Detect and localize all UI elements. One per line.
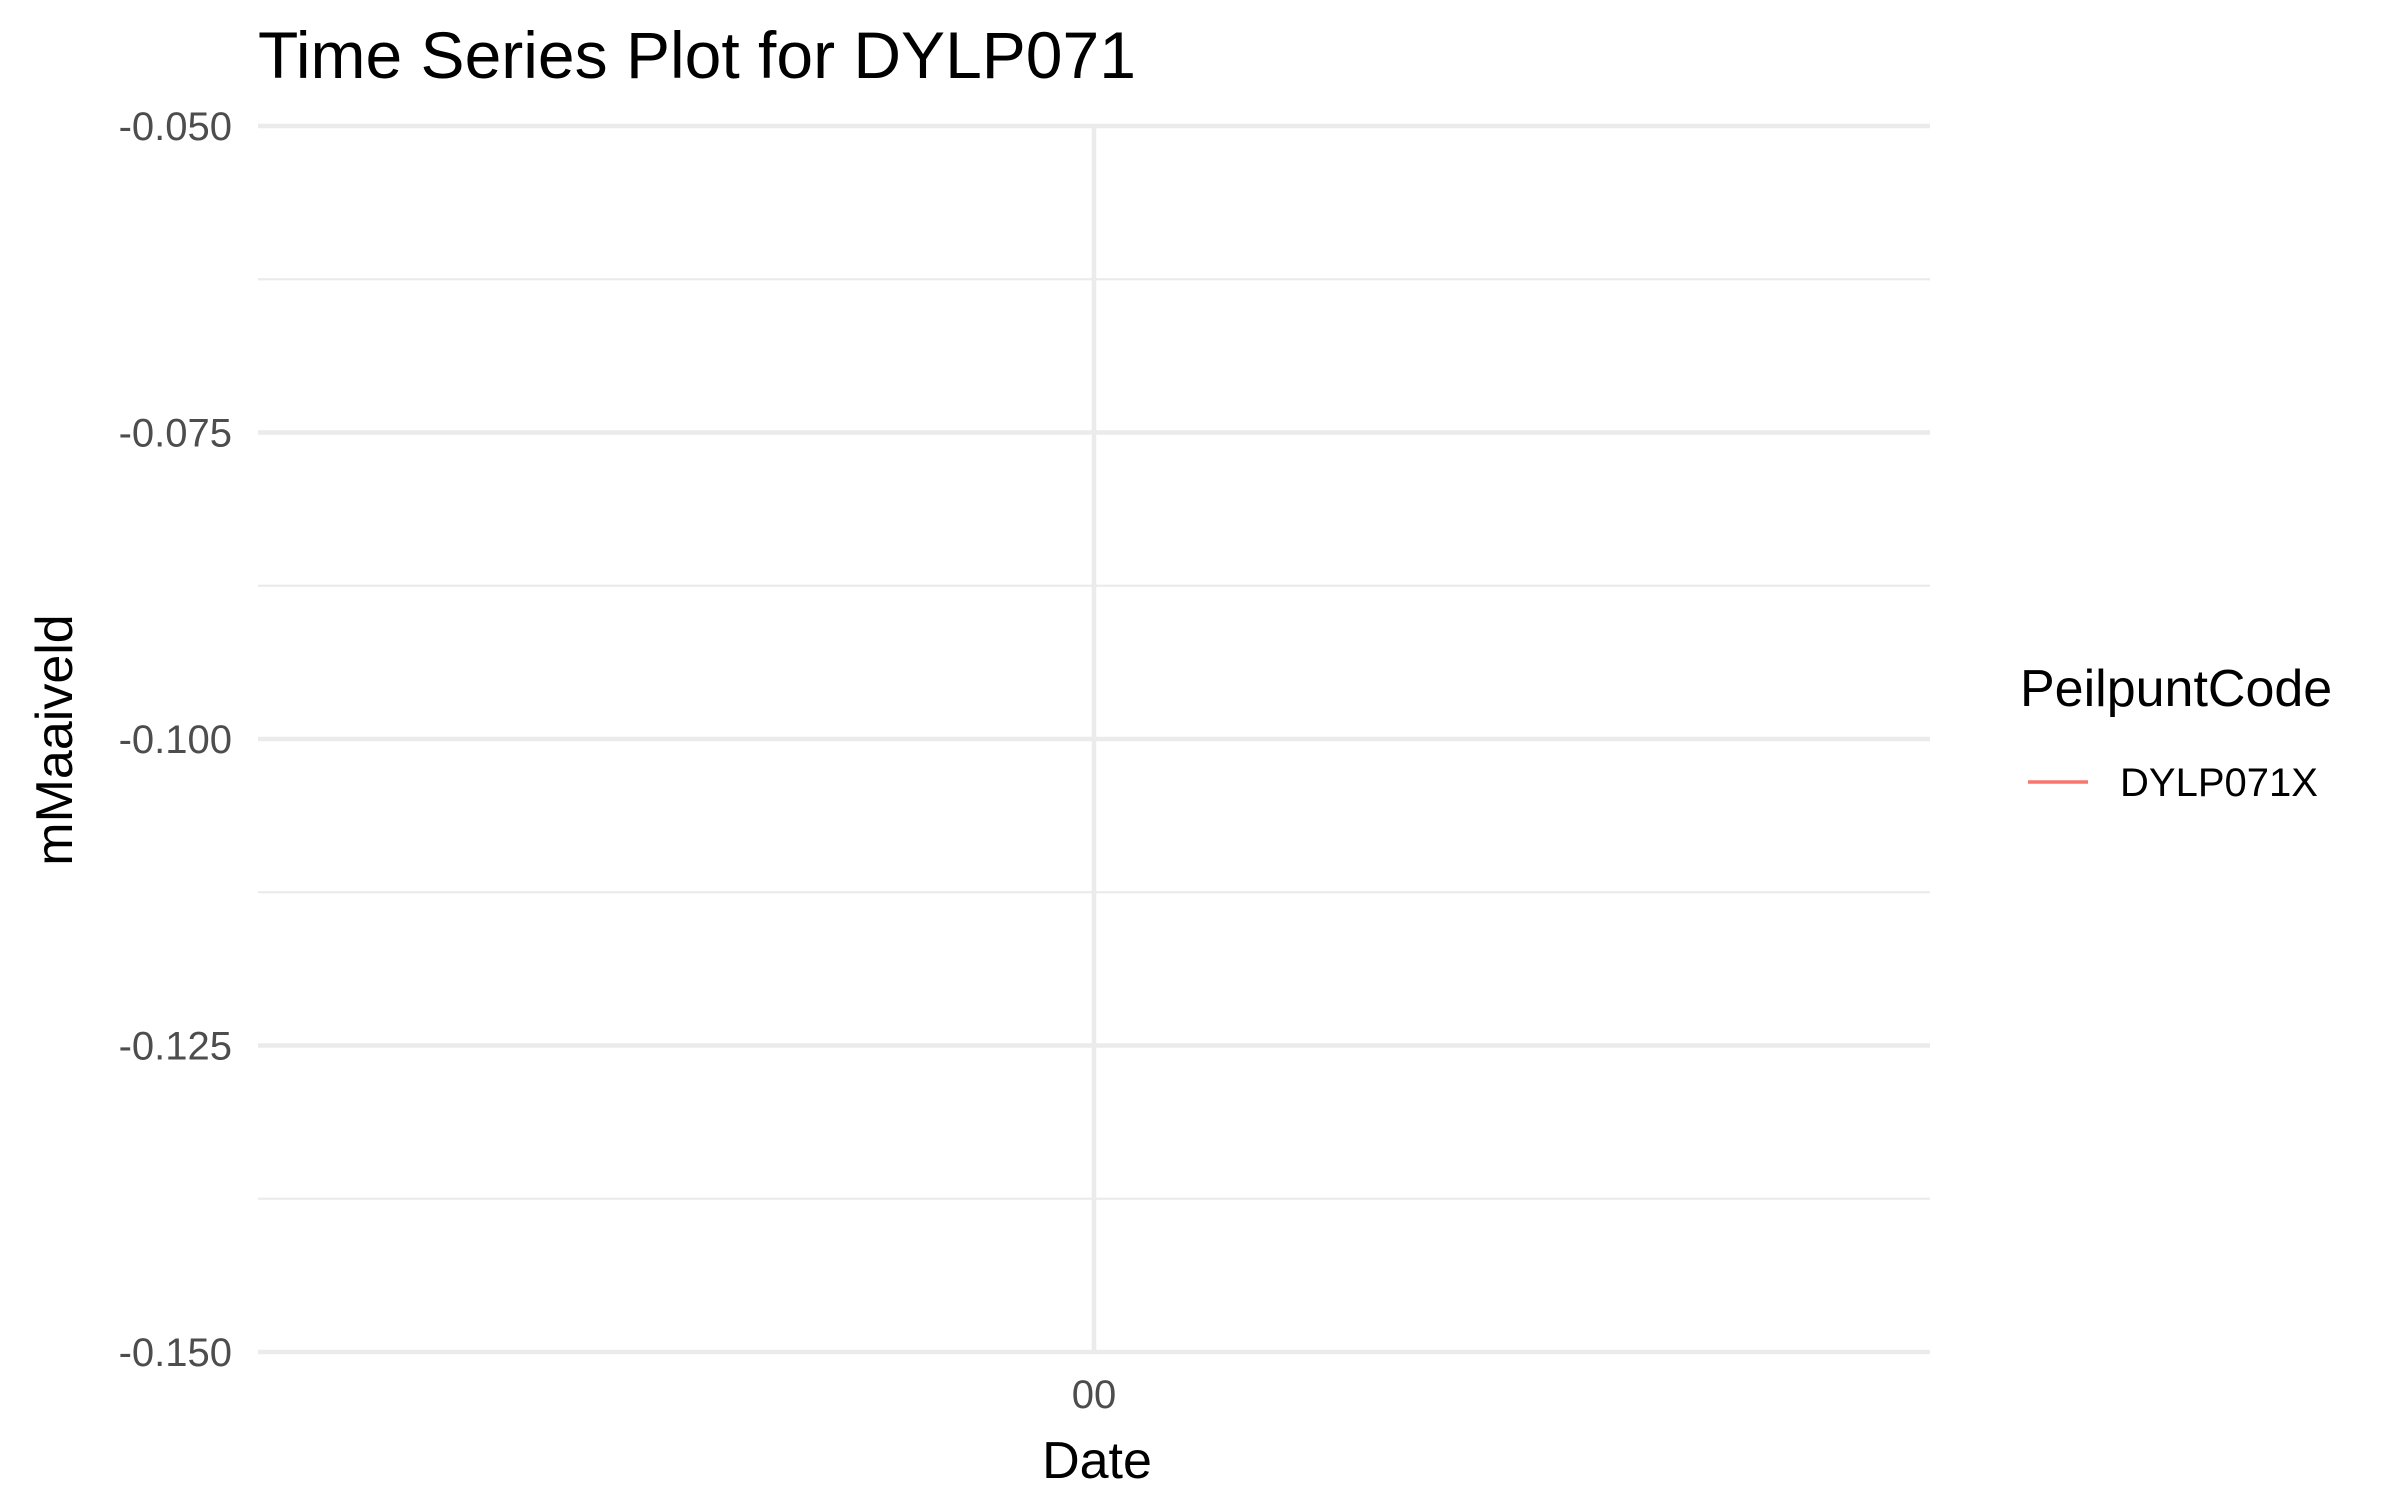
y-tick-labels: -0.150 -0.125 -0.100 -0.075 -0.050 [119, 105, 232, 1375]
chart-title: Time Series Plot for DYLP071 [258, 18, 1136, 92]
grid-lines [258, 123, 1930, 1355]
y-tick-label: -0.075 [119, 412, 232, 456]
legend: PeilpuntCode DYLP071X [2020, 660, 2332, 805]
y-tick-label: -0.125 [119, 1025, 232, 1069]
legend-title: PeilpuntCode [2020, 660, 2332, 718]
x-tick-label: 00 [1072, 1373, 1117, 1417]
y-tick-label: -0.100 [119, 718, 232, 762]
x-tick-labels: 00 [1072, 1373, 1117, 1417]
y-tick-label: -0.050 [119, 105, 232, 149]
x-axis-title: Date [1042, 1432, 1152, 1490]
y-tick-label: -0.150 [119, 1331, 232, 1375]
legend-label-dylp071x: DYLP071X [2120, 761, 2318, 805]
y-axis-title: mMaaiveld [26, 614, 84, 865]
